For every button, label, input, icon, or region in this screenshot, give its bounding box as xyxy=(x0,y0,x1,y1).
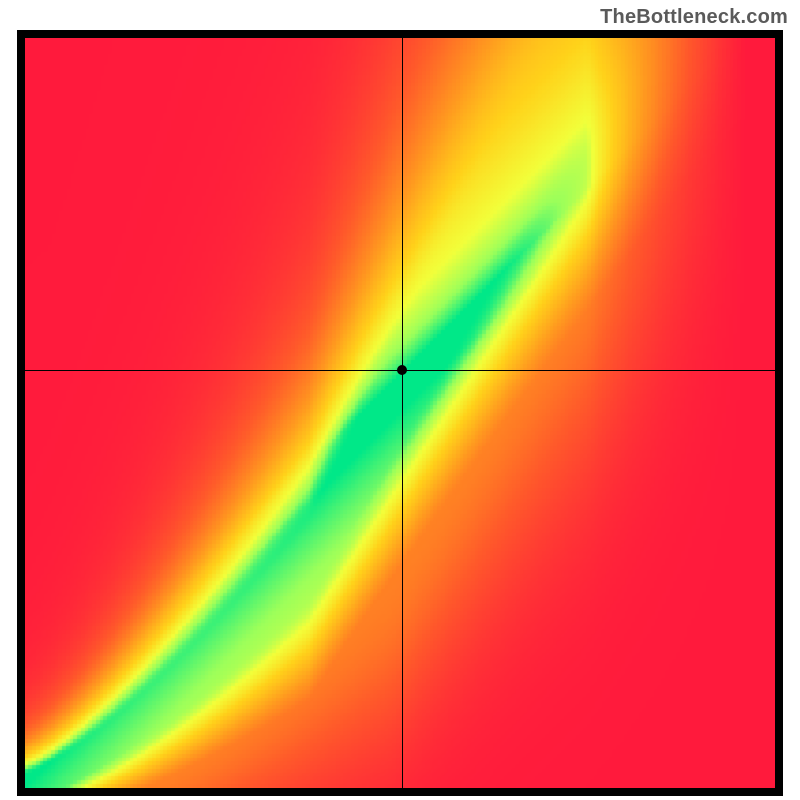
crosshair-vertical xyxy=(402,38,404,788)
heatmap-plot xyxy=(25,38,775,788)
heatmap-canvas xyxy=(25,38,775,788)
crosshair-marker xyxy=(397,365,407,375)
attribution-text: TheBottleneck.com xyxy=(600,6,788,29)
